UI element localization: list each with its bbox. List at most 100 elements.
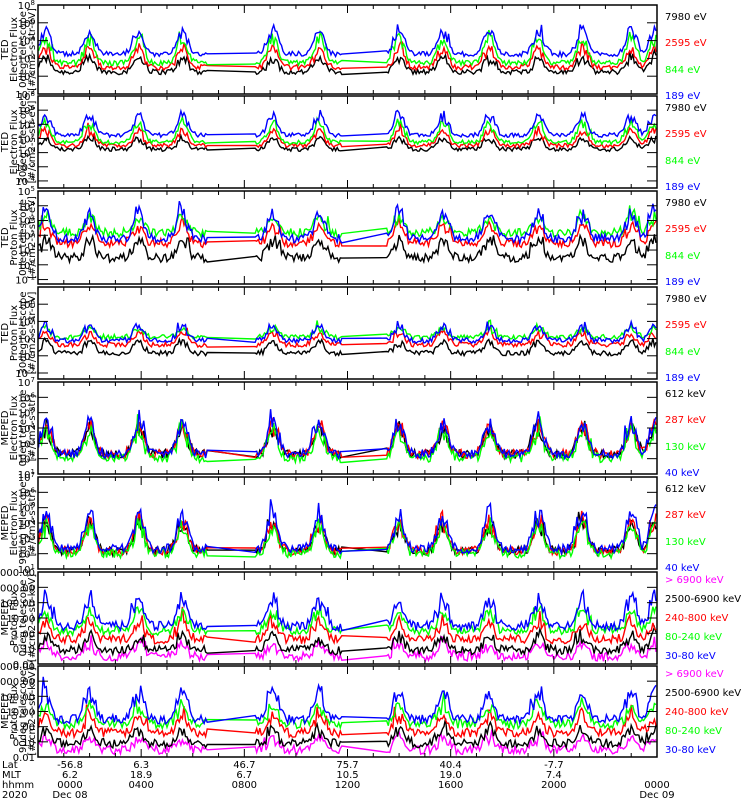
legend-entry: 612 keV: [665, 484, 706, 495]
y-axis-label-line: [#/cm2-s-str-eV]: [27, 196, 38, 279]
y-tick-label: 102: [18, 453, 35, 466]
legend-entry: > 6900 keV: [665, 669, 724, 680]
series-2595-ev: [38, 324, 657, 349]
x-row-label: 2020: [2, 790, 27, 800]
y-tick-label: 10000.00: [0, 568, 35, 579]
y-tick-label: 102: [18, 52, 35, 65]
y-axis-label-line: Electron Flux: [9, 490, 20, 555]
legend-entry: 130 keV: [665, 442, 706, 453]
y-tick-label: 102: [18, 229, 35, 242]
series-7980-ev: [38, 336, 657, 358]
y-axis-label-line: 0deg telescope: [18, 580, 29, 657]
y-tick-label: 104: [18, 315, 36, 328]
legend-entry: 2595 eV: [665, 129, 707, 140]
legend-entry: 2500-6900 keV: [665, 594, 741, 605]
y-axis-label-line: 0deg telescope: [18, 11, 29, 88]
legend-entry: 2595 eV: [665, 38, 707, 49]
legend-entry: 2500-6900 keV: [665, 688, 741, 699]
series-130-kev: [38, 414, 657, 465]
y-axis-label-line: Electron Flux: [9, 395, 20, 460]
x-tick-label-lat: 6.3: [133, 760, 149, 771]
y-axis-label-line: TED: [0, 227, 11, 248]
x-tick-label-date: Dec 08: [52, 790, 87, 800]
legend-entry: 240-800 keV: [665, 613, 729, 624]
x-row-label: Lat: [2, 760, 18, 771]
y-tick-label: 1000.00: [0, 677, 35, 688]
y-axis-label-line: 90deg telescope: [18, 670, 29, 753]
y-axis-label-line: [#/cm2-s-str]: [27, 489, 38, 556]
y-tick-label: 1.00: [13, 723, 35, 734]
y-tick-label: 106: [18, 486, 36, 499]
y-axis-label-line: 30deg telescope: [18, 291, 29, 374]
y-tick-label: 100: [18, 259, 35, 272]
x-row-label: hhmm: [2, 780, 34, 791]
x-tick-label-mlt: 6.2: [62, 770, 78, 781]
series-189-ev: [38, 22, 657, 59]
series-2595-ev: [38, 122, 657, 150]
legend-entry: 287 keV: [665, 510, 706, 521]
y-tick-label: 104: [18, 118, 36, 131]
panel-data: [38, 200, 657, 265]
x-tick-label-mlt: 6.7: [236, 770, 252, 781]
y-tick-label: 100: [18, 350, 35, 363]
panel-data: [38, 499, 657, 561]
y-tick-label: 106: [18, 104, 36, 117]
y-axis-label-line: [#/cm2-s-str-keV]: [27, 574, 38, 662]
legend-entry: 189 eV: [665, 182, 700, 193]
y-tick-label: 104: [18, 35, 36, 48]
legend-entry: 189 eV: [665, 373, 700, 384]
legend-entry: 844 eV: [665, 156, 700, 167]
y-tick-label: 106: [18, 17, 36, 30]
x-tick-label-mlt: 10.5: [336, 770, 358, 781]
y-tick-label: 100.00: [0, 599, 35, 610]
y-axis-label-line: Proton Flux: [9, 209, 20, 265]
series-189-ev: [38, 200, 657, 246]
panel-data: [38, 108, 657, 153]
y-tick-label: 10-2: [15, 161, 35, 174]
legend-entry: 2595 eV: [665, 320, 707, 331]
y-tick-label: 10-2: [15, 88, 35, 101]
y-axis-label-line: Electron Flux: [9, 17, 20, 82]
y-axis-label-line: 0deg telescope: [18, 390, 29, 467]
series-844-ev: [38, 114, 657, 146]
y-tick-label: 10000.00: [0, 662, 35, 673]
y-tick-label: 107: [18, 376, 35, 389]
y-axis-label-line: 90deg telescope: [18, 481, 29, 564]
series--6900-kev: [38, 728, 657, 757]
x-tick-label-hhmm: 2000: [541, 780, 566, 791]
legend-entry: 612 keV: [665, 389, 706, 400]
y-tick-label: 105: [18, 407, 35, 420]
series-2500-6900-kev: [38, 624, 657, 657]
legend-entry: 844 eV: [665, 251, 700, 262]
y-tick-label: 1000.00: [0, 583, 35, 594]
legend-entry: 844 eV: [665, 65, 700, 76]
x-tick-label-hhmm: 0800: [232, 780, 257, 791]
y-tick-label: 102: [18, 132, 35, 145]
y-tick-label: 0.01: [13, 660, 35, 671]
series-30-80-kev: [38, 676, 657, 726]
legend-entry: 189 eV: [665, 91, 700, 102]
y-tick-label: 0.01: [13, 753, 35, 764]
legend-entry: 7980 eV: [665, 12, 707, 23]
series-2500-6900-kev: [38, 718, 657, 751]
y-tick-label: 0.10: [13, 645, 35, 656]
y-tick-label: 105: [18, 185, 35, 198]
panel-frame: [37, 476, 658, 570]
y-axis-label-line: 30deg telescope: [18, 100, 29, 183]
panel-frame: [37, 190, 658, 285]
legend-entry: 240-800 keV: [665, 707, 729, 718]
y-axis-label-line: MEPED: [0, 694, 11, 729]
x-tick-label-lat: 40.4: [440, 760, 462, 771]
y-tick-label: 106: [18, 298, 36, 311]
y-tick-label: 102: [18, 333, 35, 346]
x-tick-label-mlt: 19.0: [440, 770, 462, 781]
series-40-kev: [38, 499, 657, 557]
series-240-800-kev: [38, 704, 657, 740]
y-axis-label-line: MEPED: [0, 505, 11, 540]
series-240-800-kev: [38, 606, 657, 646]
legend-entry: 7980 eV: [665, 198, 707, 209]
